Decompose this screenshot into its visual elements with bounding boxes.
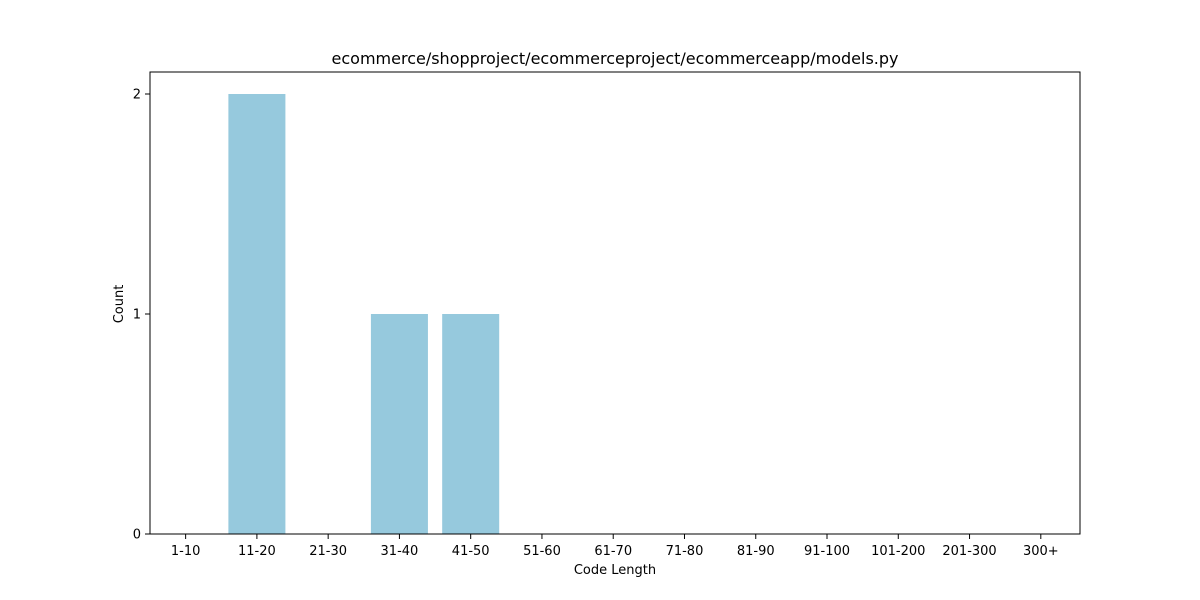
y-tick-label: 0 [133, 528, 141, 543]
x-tick-label: 61-70 [594, 544, 632, 559]
x-tick-label: 1-10 [171, 544, 201, 559]
x-tick-label: 101-200 [871, 544, 925, 559]
x-tick-label: 51-60 [523, 544, 561, 559]
chart-title: ecommerce/shopproject/ecommerceproject/e… [332, 49, 899, 68]
x-tick-label: 71-80 [666, 544, 704, 559]
x-tick-label: 300+ [1023, 544, 1059, 559]
x-axis: 1-10 11-20 21-30 31-40 41-50 51-60 61-70 71-80 8… [171, 534, 1059, 559]
y-axis: 0 1 2 [133, 88, 150, 543]
bars-group [228, 94, 500, 534]
y-tick-label: 2 [133, 88, 141, 103]
y-tick-label: 1 [133, 308, 141, 323]
x-tick-label: 91-100 [804, 544, 850, 559]
x-tick-label: 81-90 [737, 544, 775, 559]
bar-11-20 [228, 94, 286, 534]
x-tick-label: 31-40 [381, 544, 419, 559]
x-tick-label: 21-30 [309, 544, 347, 559]
x-tick-label: 201-300 [942, 544, 996, 559]
x-tick-label: 11-20 [238, 544, 276, 559]
bar-31-40 [370, 314, 428, 534]
y-axis-label: Count [112, 285, 127, 324]
x-tick-label: 41-50 [452, 544, 490, 559]
bar-41-50 [442, 314, 500, 534]
plot-frame [149, 71, 1081, 535]
x-axis-label: Code Length [574, 563, 656, 578]
